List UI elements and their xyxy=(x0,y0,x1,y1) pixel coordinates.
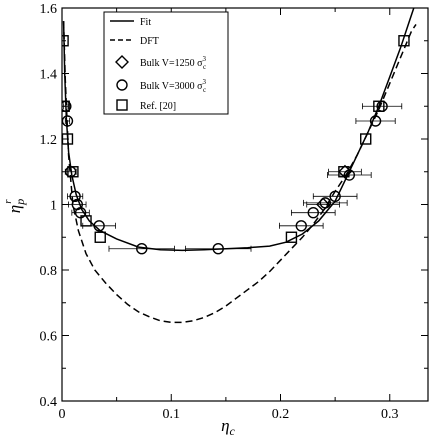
circle-point xyxy=(69,190,81,203)
circle-point xyxy=(136,243,148,255)
dft-line xyxy=(62,21,417,324)
square-point xyxy=(80,215,92,227)
square-point xyxy=(94,231,106,243)
circle-point xyxy=(295,220,307,232)
legend-label: Bulk V=1250 σ3 c xyxy=(140,55,207,71)
legend-marker xyxy=(116,79,128,91)
x-axis-title: ηc xyxy=(221,416,235,438)
x-tick-label: 0.3 xyxy=(381,407,399,422)
x-tick-label: 0.1 xyxy=(163,407,181,422)
square-point xyxy=(338,166,350,178)
y-tick-label: 1 xyxy=(50,199,57,214)
legend-label: Ref. [20] xyxy=(140,101,176,112)
circle-point xyxy=(369,115,382,127)
legend-box xyxy=(103,11,229,115)
square-point xyxy=(285,231,298,243)
circle-point xyxy=(307,206,319,219)
circle-point xyxy=(93,220,105,232)
circle-point xyxy=(212,243,224,255)
square-point xyxy=(62,100,70,112)
square-point xyxy=(62,35,69,47)
circle-point xyxy=(319,197,332,209)
square-point xyxy=(373,100,385,112)
y-tick-label: 1.2 xyxy=(40,133,58,148)
legend-marker xyxy=(116,99,128,111)
x-tick-label: 0 xyxy=(59,407,66,422)
x-tick-label: 0.2 xyxy=(272,407,290,422)
y-tick-label: 0.4 xyxy=(40,395,58,410)
legend-label: Bulk V=3000 σ3 c xyxy=(140,78,207,94)
y-axis-title: ηpr xyxy=(2,199,27,213)
y-tick-label: 1.4 xyxy=(40,68,58,83)
y-tick-label: 1.6 xyxy=(40,2,58,17)
y-tick-label: 0.8 xyxy=(40,264,58,279)
y-tick-label: 0.6 xyxy=(40,330,58,345)
legend-label: Fit xyxy=(140,17,151,28)
legend-marker xyxy=(115,55,129,69)
legend: Fit DFT Bulk V=1250 σ3 c Bulk V=3000 σ3 c Ref.… xyxy=(103,11,229,115)
square-point xyxy=(360,133,372,145)
circle-point xyxy=(329,190,341,203)
square-point xyxy=(398,35,410,47)
legend-label: DFT xyxy=(140,36,159,47)
square-point xyxy=(67,166,79,178)
